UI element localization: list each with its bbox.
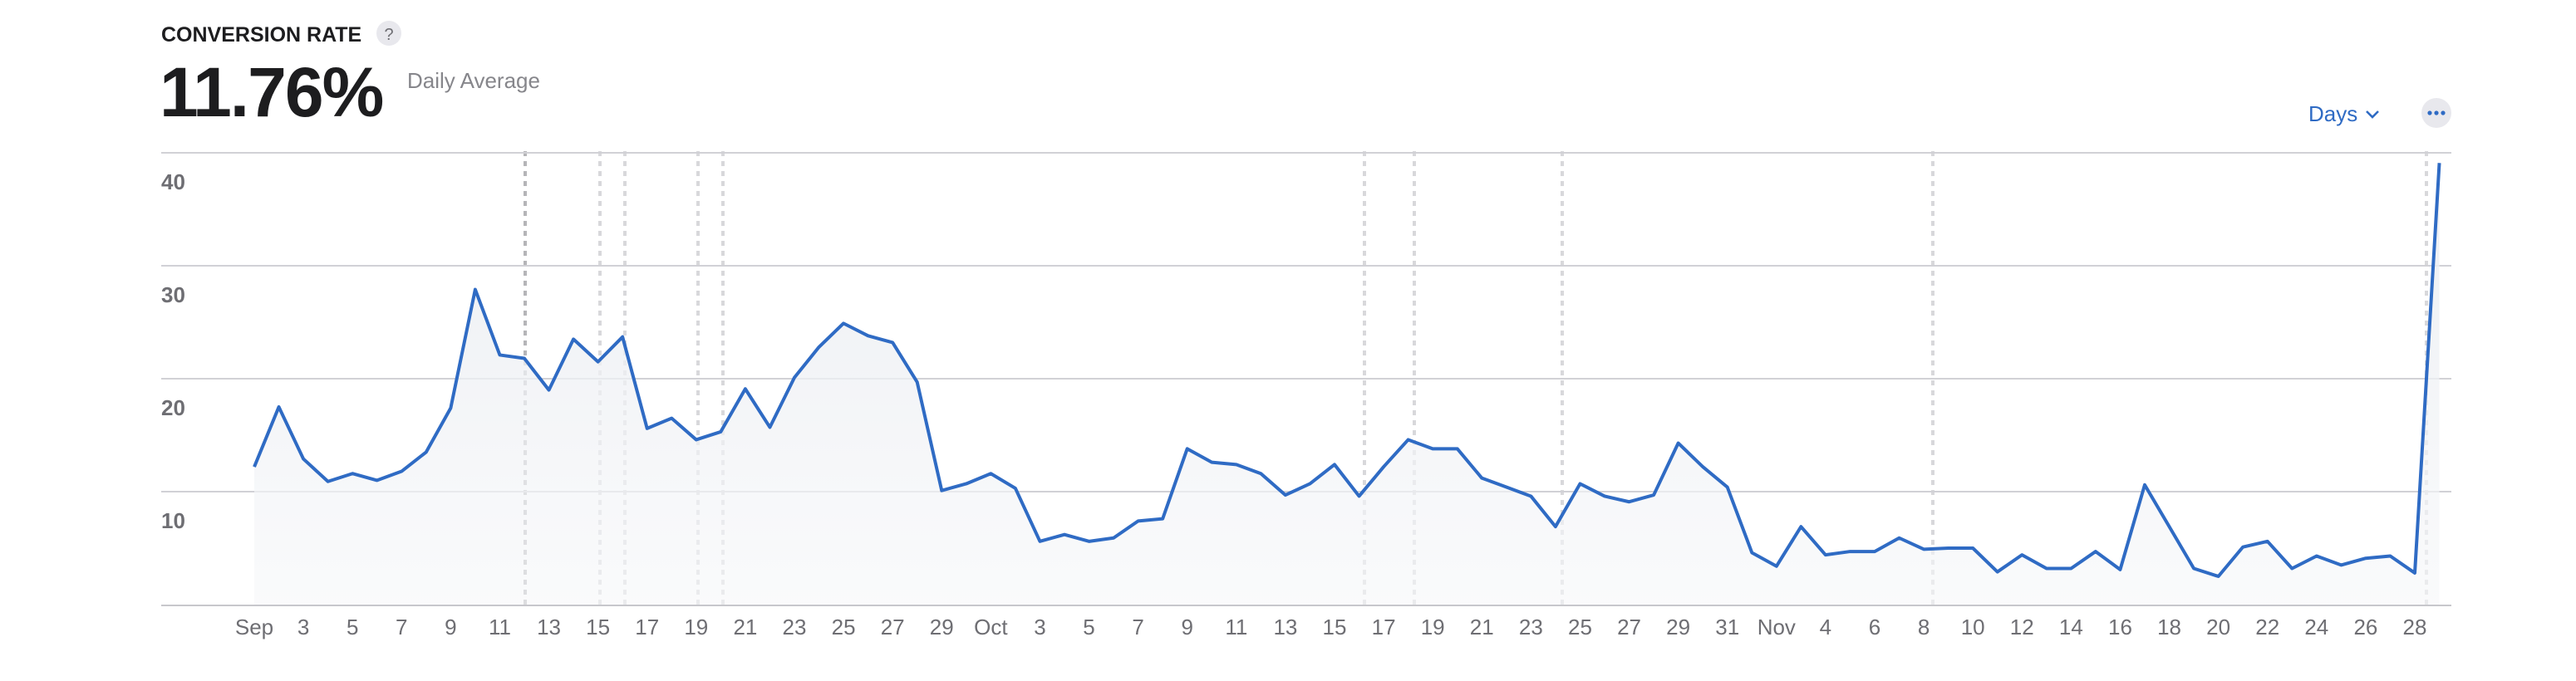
x-tick-label: 15 <box>586 615 610 639</box>
help-icon[interactable] <box>376 21 401 46</box>
x-tick-label: 4 <box>1820 615 1831 639</box>
metric-title: CONVERSION RATE <box>161 23 361 47</box>
x-tick-label: 5 <box>347 615 358 639</box>
x-tick-label: 11 <box>489 615 511 639</box>
x-tick-label: 3 <box>297 615 309 639</box>
x-tick-label: 27 <box>1617 615 1641 639</box>
x-tick-label: 23 <box>783 615 807 639</box>
x-tick-label: 31 <box>1715 615 1739 639</box>
metric-value: 11.76% <box>160 53 383 131</box>
x-tick-label: 22 <box>2255 615 2279 639</box>
x-tick-label: Oct <box>974 615 1008 639</box>
more-dot[interactable] <box>2427 110 2432 115</box>
x-tick-label: 17 <box>635 615 659 639</box>
period-chevron[interactable] <box>2366 110 2379 119</box>
y-tick-label: 10 <box>161 508 185 533</box>
x-tick-label: 29 <box>1666 615 1690 639</box>
x-tick-label: 26 <box>2353 615 2377 639</box>
x-tick-label: 27 <box>881 615 905 639</box>
x-tick-label: 13 <box>1273 615 1297 639</box>
x-tick-label: 17 <box>1372 615 1396 639</box>
help-icon-text[interactable]: ? <box>384 26 393 44</box>
x-tick-label: 19 <box>684 615 708 639</box>
x-tick-label: Nov <box>1757 615 1796 639</box>
x-tick-label: 16 <box>2108 615 2132 639</box>
y-tick-label: 30 <box>161 282 185 307</box>
x-tick-label: 21 <box>1470 615 1494 639</box>
y-tick-label: 40 <box>161 169 185 194</box>
x-tick-label: 25 <box>1568 615 1592 639</box>
metric-caption: Daily Average <box>407 68 540 93</box>
x-tick-label: 14 <box>2059 615 2083 639</box>
x-tick-label: 5 <box>1083 615 1094 639</box>
x-tick-label: 25 <box>832 615 856 639</box>
x-tick-label: 13 <box>537 615 561 639</box>
x-tick-label: 23 <box>1519 615 1543 639</box>
more-dot[interactable] <box>2441 110 2446 115</box>
x-tick-label: 18 <box>2157 615 2181 639</box>
x-tick-label: 12 <box>2010 615 2034 639</box>
x-tick-label: 9 <box>445 615 456 639</box>
x-tick-label: 9 <box>1181 615 1192 639</box>
x-tick-label: 3 <box>1034 615 1045 639</box>
x-tick-label: 28 <box>2403 615 2427 639</box>
y-tick-label: 20 <box>161 395 185 420</box>
data-line <box>253 163 2441 578</box>
x-tick-label: 6 <box>1869 615 1880 639</box>
x-tick-label: 11 <box>1225 615 1247 639</box>
x-tick-label: 29 <box>930 615 954 639</box>
x-tick-label: 7 <box>396 615 407 639</box>
x-tick-label: 20 <box>2206 615 2230 639</box>
area-fill <box>254 163 2440 605</box>
period-button[interactable]: Days <box>2308 101 2357 126</box>
x-tick-label: 8 <box>1918 615 1930 639</box>
x-tick-label: 21 <box>733 615 757 639</box>
more-dot[interactable] <box>2434 110 2439 115</box>
x-tick-label: 7 <box>1132 615 1143 639</box>
x-tick-label: 24 <box>2304 615 2328 639</box>
x-tick-label: 10 <box>1961 615 1985 639</box>
x-tick-label: 15 <box>1323 615 1347 639</box>
x-tick-label: Sep <box>235 615 273 639</box>
x-tick-label: 19 <box>1421 615 1445 639</box>
